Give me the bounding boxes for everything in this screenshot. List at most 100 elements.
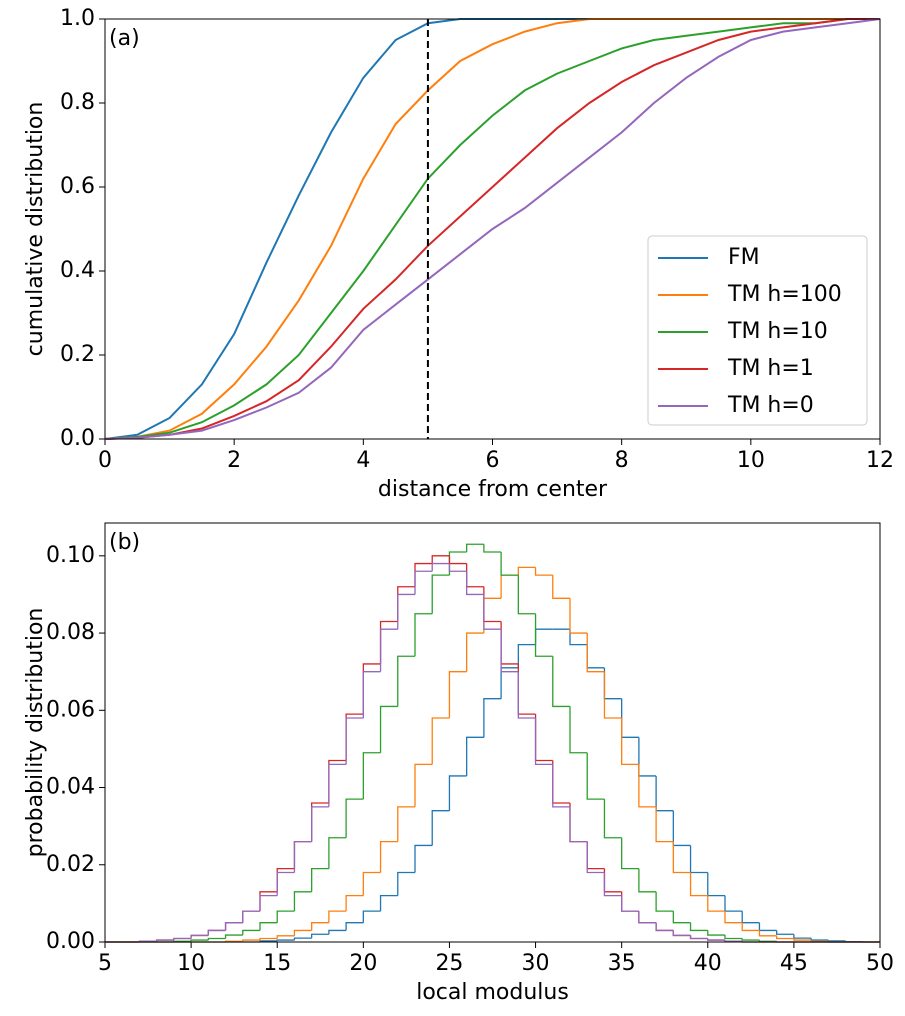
histogram-step <box>758 930 777 937</box>
histogram-step <box>638 868 657 893</box>
histogram-step <box>276 871 295 896</box>
histogram-step <box>741 922 760 932</box>
histogram-step <box>242 910 260 923</box>
histogram-step <box>672 911 691 924</box>
panel-label: (a) <box>109 26 140 51</box>
y-tick-label: 0.06 <box>46 697 95 722</box>
histogram-step <box>362 910 381 923</box>
histogram-step <box>483 586 502 623</box>
histogram-step <box>810 938 829 941</box>
x-axis-label: local modulus <box>416 980 569 1005</box>
histogram-step <box>448 775 467 811</box>
x-tick-label: 30 <box>522 951 550 976</box>
histogram-step <box>483 594 502 630</box>
histogram-step <box>500 621 519 665</box>
histogram-step <box>242 929 260 936</box>
legend-label: TM h=0 <box>727 393 814 418</box>
histogram-step <box>500 574 519 599</box>
y-tick-label: 0.02 <box>46 852 95 877</box>
histogram-step <box>603 671 622 719</box>
histogram-step <box>810 940 829 942</box>
histogram-step <box>311 802 329 842</box>
x-tick-label: 20 <box>349 951 377 976</box>
histogram-step <box>362 871 381 896</box>
histogram-step <box>500 629 519 673</box>
histogram-step <box>242 939 260 942</box>
histogram-step <box>466 571 484 596</box>
histogram-step <box>414 562 433 587</box>
histogram-step <box>603 667 622 700</box>
histogram-step <box>741 911 760 924</box>
x-tick-label: 0 <box>98 448 112 473</box>
histogram-step <box>500 667 519 699</box>
histogram-step <box>569 629 588 646</box>
histogram-step <box>224 934 243 939</box>
histogram-step <box>586 841 605 874</box>
histogram-step <box>207 929 226 936</box>
legend-label: TM h=100 <box>727 282 842 307</box>
histogram-step <box>379 895 398 912</box>
histogram-step <box>276 910 295 923</box>
histogram-step <box>362 752 381 800</box>
histogram-step <box>414 844 433 873</box>
histogram-step <box>259 891 278 912</box>
histogram-step <box>483 597 502 634</box>
histogram-step <box>655 806 674 843</box>
x-tick-label: 45 <box>780 951 808 976</box>
histogram-step <box>724 935 743 940</box>
histogram-step <box>259 895 278 912</box>
histogram-step <box>224 922 243 931</box>
histogram-step <box>311 922 329 931</box>
x-tick-label: 8 <box>615 448 629 473</box>
histogram-step <box>517 575 536 615</box>
histogram-step <box>259 937 278 941</box>
histogram-step <box>500 551 519 576</box>
histogram-step <box>689 872 708 897</box>
y-tick-label: 0.10 <box>46 543 95 568</box>
histogram-step <box>345 713 364 761</box>
histogram-step <box>431 562 450 572</box>
histogram-step <box>707 872 725 897</box>
histogram-step <box>724 940 743 942</box>
histogram-step <box>672 930 691 937</box>
histogram-step <box>431 810 450 846</box>
x-tick-label: 4 <box>356 448 370 473</box>
histogram-step <box>534 567 553 576</box>
histogram-step <box>534 613 553 657</box>
histogram-step <box>569 706 588 754</box>
x-tick-label: 5 <box>98 951 112 976</box>
histogram-step <box>345 798 364 838</box>
histogram-step <box>483 544 502 553</box>
histogram-step <box>431 574 450 614</box>
histogram-step <box>552 764 570 808</box>
histogram-step <box>638 911 657 924</box>
histogram-step <box>707 938 725 941</box>
histogram-step <box>534 718 553 766</box>
histogram-step <box>379 705 398 753</box>
histogram-step <box>379 840 398 873</box>
histogram-step <box>397 655 415 707</box>
histogram-step <box>293 840 312 869</box>
histogram-step <box>672 930 691 937</box>
y-tick-label: 0.8 <box>60 90 95 115</box>
histogram-step <box>397 586 415 622</box>
histogram-step <box>448 555 467 565</box>
histogram-step <box>586 752 605 800</box>
legend-label: TM h=10 <box>727 319 828 344</box>
y-tick-label: 1.0 <box>60 6 95 31</box>
histogram-step <box>207 929 226 936</box>
histogram-step <box>362 671 381 719</box>
histogram-step <box>328 910 347 923</box>
histogram-step <box>448 671 467 719</box>
x-tick-label: 2 <box>227 448 241 473</box>
histogram-step <box>621 891 639 912</box>
histogram-step <box>345 717 364 765</box>
y-tick-label: 0.0 <box>60 426 95 451</box>
histogram-step <box>517 663 536 715</box>
histogram-step <box>552 575 570 599</box>
y-tick-label: 0.04 <box>46 775 95 800</box>
cdf-line <box>104 18 881 440</box>
x-axis-label: distance from center <box>378 477 608 502</box>
histogram-step <box>552 656 570 708</box>
